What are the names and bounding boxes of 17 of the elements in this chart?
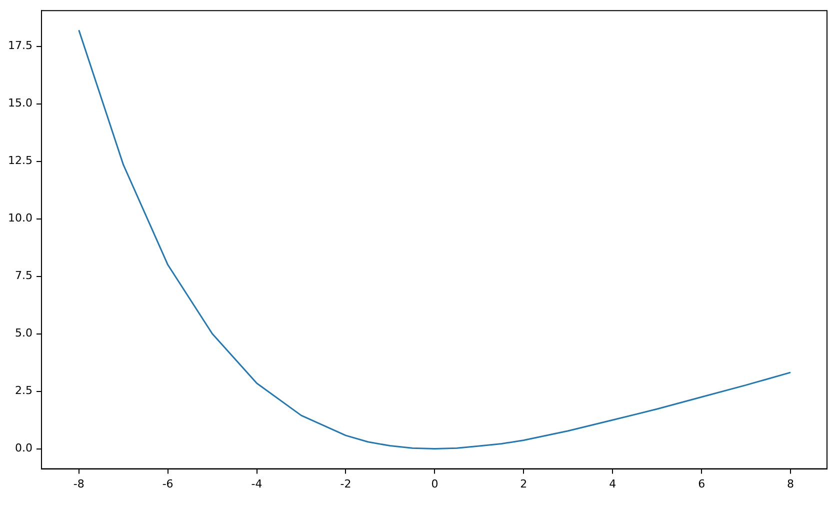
y-tick-label: 0.0 (14, 442, 32, 455)
x-tick-label: 4 (609, 477, 616, 490)
x-tick-label: 8 (787, 477, 794, 490)
y-tick-label: 7.5 (14, 269, 32, 282)
y-tick-label: 5.0 (14, 326, 32, 340)
x-tick-label: 0 (431, 477, 438, 490)
x-tick-label: -8 (73, 477, 84, 490)
x-tick-label: 6 (698, 477, 706, 490)
x-tick-label: -4 (251, 477, 262, 490)
x-tick-label: 2 (520, 477, 528, 490)
y-tick-label: 12.5 (8, 154, 32, 168)
x-tick-label: -6 (162, 477, 174, 490)
y-tick-label: 15.0 (8, 96, 32, 110)
y-tick-label: 17.5 (8, 39, 32, 52)
y-tick-label: 2.5 (14, 384, 32, 398)
x-tick-label: -2 (340, 477, 352, 490)
y-tick-label: 10.0 (8, 212, 32, 225)
